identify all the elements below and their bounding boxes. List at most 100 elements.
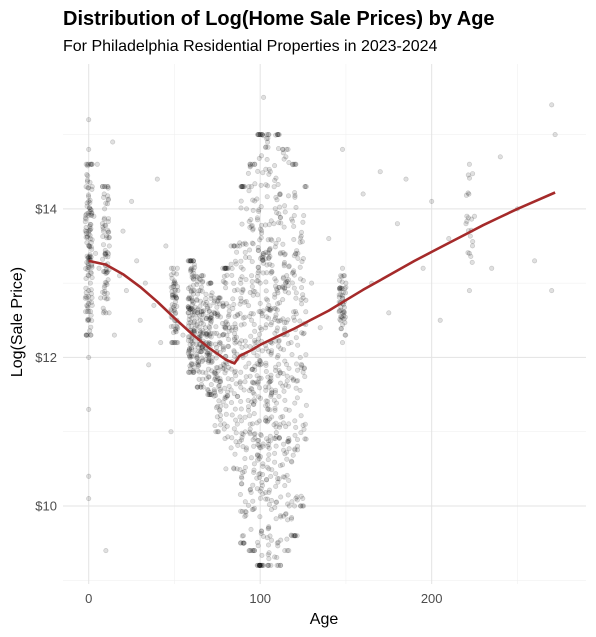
data-point (276, 435, 282, 441)
data-point (240, 184, 246, 190)
data-point (171, 281, 177, 287)
data-point (266, 562, 272, 568)
data-point (258, 361, 264, 367)
data-point (88, 332, 94, 338)
data-point (171, 292, 177, 298)
data-point (225, 313, 231, 319)
data-point (283, 280, 289, 286)
data-point (171, 308, 177, 314)
data-point (102, 251, 108, 257)
data-point (186, 369, 192, 375)
data-point (89, 246, 95, 252)
data-point (85, 272, 91, 278)
data-point (206, 358, 212, 364)
data-point (281, 261, 287, 267)
data-point (289, 352, 295, 358)
data-point (207, 315, 213, 321)
data-point (275, 543, 281, 549)
data-point (292, 446, 298, 452)
data-point (196, 358, 202, 364)
data-point (266, 525, 272, 531)
data-point (273, 132, 279, 138)
data-point (341, 309, 347, 315)
data-point (84, 172, 90, 178)
data-point (209, 354, 215, 360)
data-point (309, 280, 315, 286)
data-point (188, 319, 194, 325)
data-point (191, 273, 197, 279)
data-point (88, 207, 94, 213)
data-point (238, 540, 244, 546)
data-point (218, 412, 224, 418)
data-point (249, 278, 255, 284)
data-point (257, 132, 263, 138)
data-point (260, 270, 266, 276)
data-point (267, 247, 273, 253)
data-point (246, 184, 252, 190)
data-point (212, 310, 218, 316)
data-point (250, 498, 256, 504)
data-point (220, 320, 226, 326)
data-point (239, 508, 245, 514)
data-point (284, 438, 290, 444)
data-point (233, 326, 239, 332)
data-point (213, 365, 219, 371)
data-point (257, 357, 263, 363)
data-point (198, 349, 204, 355)
data-point (257, 132, 263, 138)
data-point (250, 366, 256, 372)
data-point (89, 186, 95, 192)
data-point (106, 251, 112, 257)
data-point (241, 540, 247, 546)
data-point (272, 315, 278, 321)
data-point (231, 349, 237, 355)
data-point (212, 298, 218, 304)
data-point (89, 184, 95, 190)
data-point (194, 384, 200, 390)
data-point (208, 280, 214, 286)
data-point (83, 234, 89, 240)
data-point (246, 548, 252, 554)
data-point (276, 338, 282, 344)
data-point (238, 205, 244, 211)
data-point (242, 464, 248, 470)
data-point (280, 474, 286, 480)
data-point (337, 287, 343, 293)
data-point (99, 221, 105, 227)
data-point (111, 332, 117, 338)
data-point (276, 337, 282, 343)
data-point (216, 295, 222, 301)
data-point (302, 184, 308, 190)
data-point (339, 315, 345, 321)
data-point (240, 287, 246, 293)
data-point (257, 562, 263, 568)
data-point (257, 444, 263, 450)
data-point (83, 266, 89, 272)
data-point (254, 379, 260, 385)
data-point (256, 456, 262, 462)
data-point (198, 349, 204, 355)
data-point (238, 184, 244, 190)
data-point (212, 376, 218, 382)
data-point (282, 251, 288, 257)
data-point (232, 368, 238, 374)
data-point (174, 303, 180, 309)
data-point (252, 548, 258, 554)
data-point (285, 341, 291, 347)
data-point (258, 204, 264, 210)
data-point (274, 132, 280, 138)
data-point (256, 207, 262, 213)
data-point (275, 237, 281, 243)
data-point (338, 318, 344, 324)
data-point (237, 414, 243, 420)
data-point (234, 339, 240, 345)
data-point (251, 469, 257, 475)
data-point (85, 260, 91, 266)
data-point (277, 370, 283, 376)
data-point (187, 306, 193, 312)
data-point (268, 322, 274, 328)
data-point (256, 418, 262, 424)
data-point (188, 369, 194, 375)
data-point (232, 340, 238, 346)
data-point (326, 236, 332, 242)
